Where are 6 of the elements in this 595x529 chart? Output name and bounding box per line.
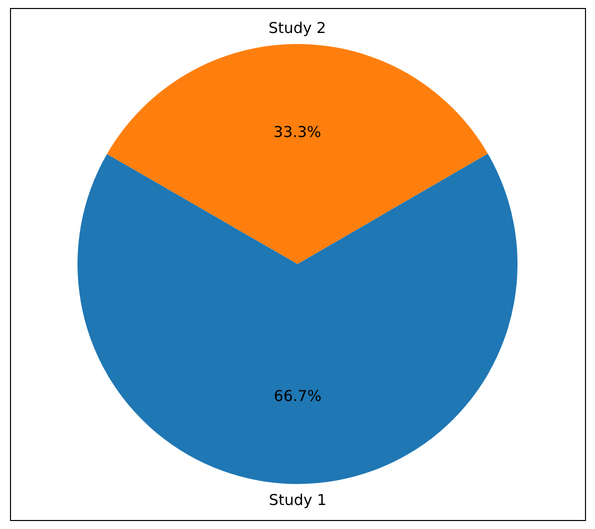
slice-label: Study 2 [268, 19, 326, 37]
pie-slice [78, 154, 518, 484]
pie-slice [106, 44, 488, 264]
data-label: 66.7% [274, 387, 322, 405]
data-label: 33.3% [274, 123, 322, 141]
slice-label: Study 1 [268, 491, 327, 509]
